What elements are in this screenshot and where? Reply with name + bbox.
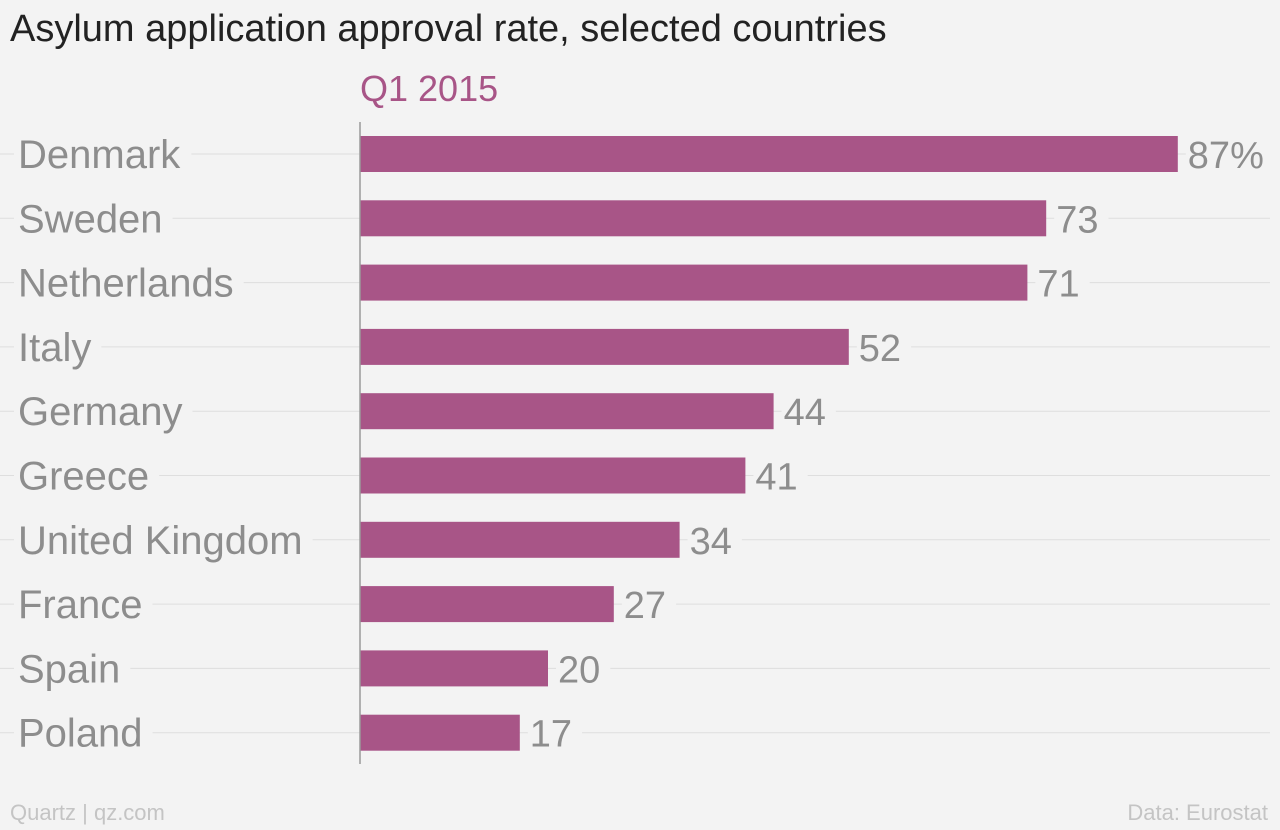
series-label: Q1 2015: [360, 68, 499, 109]
label-mask: [14, 600, 153, 609]
category-label: Netherlands: [18, 262, 234, 306]
bar: [360, 714, 520, 751]
category-label: Sweden: [18, 197, 163, 241]
label-mask: [14, 664, 131, 673]
category-row: Netherlands: [14, 262, 244, 306]
category-row: United Kingdom: [14, 519, 313, 563]
category-label: Poland: [18, 712, 143, 756]
category-label: Germany: [18, 390, 183, 434]
category-row: Greece: [14, 455, 160, 499]
bar: [360, 457, 746, 494]
category-row: Denmark: [14, 133, 192, 177]
value-label-mask: [753, 471, 808, 480]
label-mask: [14, 407, 193, 416]
category-label: Greece: [18, 455, 149, 499]
label-mask: [14, 471, 160, 480]
label-mask: [14, 342, 102, 351]
value-label: 44: [784, 392, 826, 434]
value-label: 52: [859, 328, 901, 370]
chart-title: Asylum application approval rate, select…: [10, 8, 887, 50]
bar: [360, 521, 680, 558]
value-label: 87%: [1188, 135, 1264, 177]
source-credit: Quartz | qz.com: [10, 800, 165, 825]
value-label: 17: [530, 714, 572, 756]
value-label-mask: [856, 342, 912, 351]
value-label: 71: [1037, 264, 1079, 306]
category-row: Italy: [14, 326, 102, 370]
category-row: Sweden: [14, 197, 173, 241]
category-label: France: [18, 583, 143, 627]
value-label-mask: [1185, 150, 1274, 158]
bar: [360, 393, 774, 430]
value-label-mask: [621, 600, 677, 609]
value-label-mask: [1035, 278, 1090, 287]
category-row: Germany: [14, 390, 193, 434]
value-label: 73: [1056, 199, 1098, 241]
category-label: Spain: [18, 647, 120, 691]
label-mask: [14, 535, 313, 544]
value-label-mask: [527, 728, 583, 737]
value-label: 20: [558, 649, 600, 691]
value-label: 34: [690, 521, 732, 563]
bar: [360, 264, 1028, 301]
value-label-mask: [1054, 214, 1109, 223]
category-label: Italy: [18, 326, 91, 370]
bar: [360, 200, 1047, 237]
category-label: Denmark: [18, 133, 181, 177]
value-label-mask: [556, 664, 611, 673]
data-source: Data: Eurostat: [1127, 800, 1268, 825]
category-row: France: [14, 583, 153, 627]
label-mask: [14, 728, 153, 737]
value-label: 27: [624, 585, 666, 627]
value-label: 41: [755, 457, 797, 499]
bar: [360, 136, 1178, 172]
label-mask: [14, 150, 192, 158]
label-mask: [14, 214, 173, 223]
category-row: Spain: [14, 647, 131, 691]
value-label-mask: [781, 407, 836, 416]
bar: [360, 586, 614, 623]
bar: [360, 650, 548, 687]
category-row: Poland: [14, 712, 153, 756]
bar: [360, 328, 849, 365]
value-label-mask: [687, 535, 742, 544]
label-mask: [14, 278, 244, 287]
category-label: United Kingdom: [18, 519, 303, 563]
